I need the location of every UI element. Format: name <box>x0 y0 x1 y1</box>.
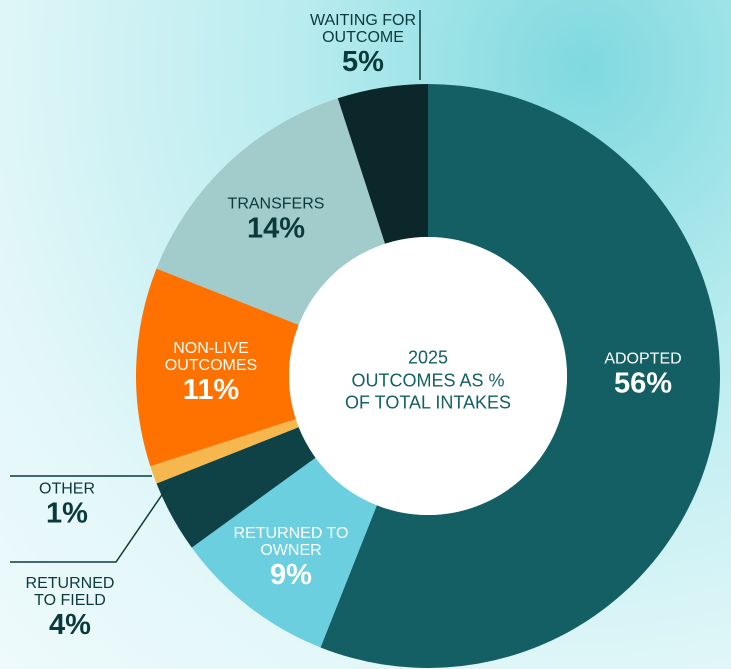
category-label: TRANSFERS <box>228 196 325 213</box>
value-label: 1% <box>39 498 95 528</box>
value-label: 9% <box>234 560 349 590</box>
category-label: OTHER <box>39 481 95 498</box>
category-label: WAITING FOR OUTCOME <box>310 13 416 47</box>
value-label: 56% <box>604 368 681 398</box>
page: 2025 OUTCOMES AS % OF TOTAL INTAKES ADOP… <box>0 0 731 669</box>
category-label: RETURNED TO FIELD <box>26 576 115 610</box>
center-label: 2025 OUTCOMES AS % OF TOTAL INTAKES <box>345 346 511 414</box>
value-label: 5% <box>310 47 416 77</box>
chart <box>0 0 731 669</box>
value-label: 14% <box>228 213 325 243</box>
value-label: 4% <box>26 610 115 640</box>
category-label: RETURNED TO OWNER <box>234 526 349 560</box>
category-label: NON-LIVE OUTCOMES <box>165 341 257 375</box>
value-label: 11% <box>165 375 257 405</box>
category-label: ADOPTED <box>604 351 681 368</box>
